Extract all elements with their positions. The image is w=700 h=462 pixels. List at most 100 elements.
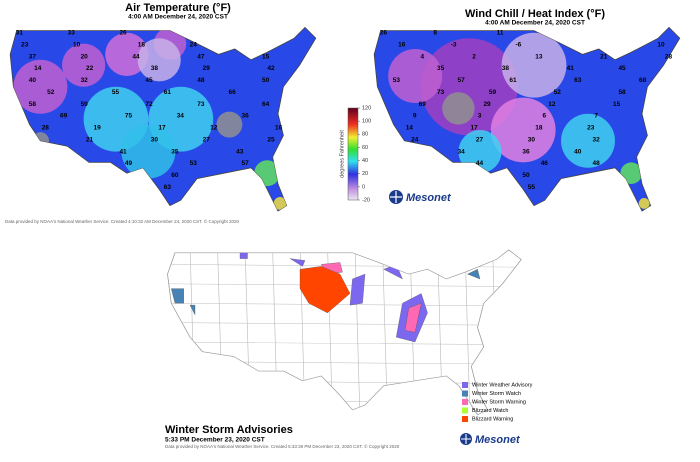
footer: Data provided by NOAA's National Weather… <box>165 443 400 449</box>
station-value: 7 <box>594 113 598 120</box>
station-value: 16 <box>275 125 283 132</box>
station-value: 61 <box>164 89 172 96</box>
station-value: 15 <box>262 53 270 60</box>
map-subtitle: 4:00 AM December 24, 2020 CST <box>128 14 228 21</box>
color-region <box>216 111 243 138</box>
advisory-area <box>299 266 351 314</box>
station-value: 22 <box>86 65 94 72</box>
station-value: 36 <box>522 148 530 155</box>
station-value: 37 <box>29 53 37 60</box>
advisory-area <box>189 304 196 315</box>
state-line <box>464 249 471 415</box>
station-value: 57 <box>241 160 249 167</box>
station-value: 52 <box>47 89 55 96</box>
station-value: 21 <box>600 53 608 60</box>
station-value: 69 <box>419 101 427 108</box>
station-value: 35 <box>437 65 445 72</box>
station-value: 32 <box>593 136 601 143</box>
station-value: 75 <box>125 113 133 120</box>
station-value: 26 <box>380 30 388 37</box>
station-value: 64 <box>262 101 270 108</box>
station-value: 38 <box>151 65 159 72</box>
station-value: 60 <box>171 172 179 179</box>
station-value: 18 <box>138 41 146 48</box>
color-region <box>121 124 176 179</box>
station-value: -3 <box>451 41 457 48</box>
colorbar-tick-label: 120 <box>362 105 371 111</box>
legend-label: Blizzard Watch <box>472 408 508 414</box>
station-value: 27 <box>476 136 484 143</box>
map-fill <box>388 32 650 209</box>
station-value: 35 <box>171 148 179 155</box>
colorbar-tick-label: 20 <box>362 171 368 177</box>
color-region <box>501 32 567 98</box>
colorbar <box>347 107 359 201</box>
logo-text: Mesonet <box>406 192 452 204</box>
station-value: 59 <box>489 89 497 96</box>
station-value: 53 <box>393 77 401 84</box>
station-value: 57 <box>458 77 466 84</box>
station-value: 63 <box>164 184 172 191</box>
station-value: 48 <box>593 160 601 167</box>
station-value: 50 <box>262 77 270 84</box>
map-subtitle: 4:00 AM December 24, 2020 CST <box>485 20 585 27</box>
color-region <box>638 198 650 209</box>
station-value: 10 <box>73 41 81 48</box>
station-value: 30 <box>151 136 159 143</box>
station-value: 10 <box>657 41 665 48</box>
station-value: 27 <box>203 136 211 143</box>
legend-swatch <box>462 416 468 422</box>
station-value: 53 <box>190 160 198 167</box>
advisory-area <box>289 258 306 267</box>
legend-label: Winter Storm Watch <box>472 391 521 397</box>
colorbar-tick-label: 80 <box>362 132 368 138</box>
color-region <box>388 49 443 103</box>
logo: Mesonet <box>460 433 521 446</box>
station-value: 2 <box>472 53 476 60</box>
state-line <box>167 341 522 346</box>
station-value: 59 <box>81 101 89 108</box>
station-value: 26 <box>119 30 127 37</box>
station-value: 32 <box>81 77 89 84</box>
logo: Mesonet <box>389 190 452 204</box>
colorbar-label: degrees Fahrenheit <box>339 130 345 178</box>
color-region <box>137 38 181 82</box>
color-region <box>273 196 287 210</box>
station-value: 20 <box>81 53 89 60</box>
station-value: 40 <box>29 77 37 84</box>
legend-label: Blizzard Warning <box>472 416 513 422</box>
station-value: 36 <box>241 113 249 120</box>
station-value: 3 <box>478 113 482 120</box>
colorbar-tick-label: 0 <box>362 184 365 190</box>
station-value: 14 <box>406 125 414 132</box>
station-value: 41 <box>119 148 127 155</box>
station-value: 6 <box>542 113 546 120</box>
station-value: 8 <box>433 30 437 37</box>
station-value: 4 <box>420 53 424 60</box>
station-value: 19 <box>94 125 102 132</box>
station-value: 14 <box>34 65 42 72</box>
legend-swatch <box>462 407 468 414</box>
station-value: 17 <box>158 125 166 132</box>
color-region <box>561 113 615 168</box>
colorbar-tick-label: 60 <box>362 145 368 151</box>
legend-swatch <box>462 382 468 388</box>
station-value: 12 <box>548 101 556 108</box>
station-value: 34 <box>458 148 466 155</box>
station-value: 9 <box>413 113 417 120</box>
legend-swatch <box>462 399 468 405</box>
station-value: 29 <box>483 101 491 108</box>
station-value: 52 <box>554 89 562 96</box>
map-subtitle: 5:33 PM December 23, 2020 CST <box>165 437 265 444</box>
color-region <box>254 160 281 187</box>
station-value: 72 <box>145 101 153 108</box>
advisory-area <box>349 273 366 306</box>
us-map <box>373 26 681 212</box>
color-region <box>62 43 106 87</box>
station-value: 44 <box>132 53 140 60</box>
advisory-area <box>171 288 184 304</box>
station-value: 29 <box>203 65 211 72</box>
station-value: 61 <box>509 77 517 84</box>
station-value: 49 <box>125 160 133 167</box>
